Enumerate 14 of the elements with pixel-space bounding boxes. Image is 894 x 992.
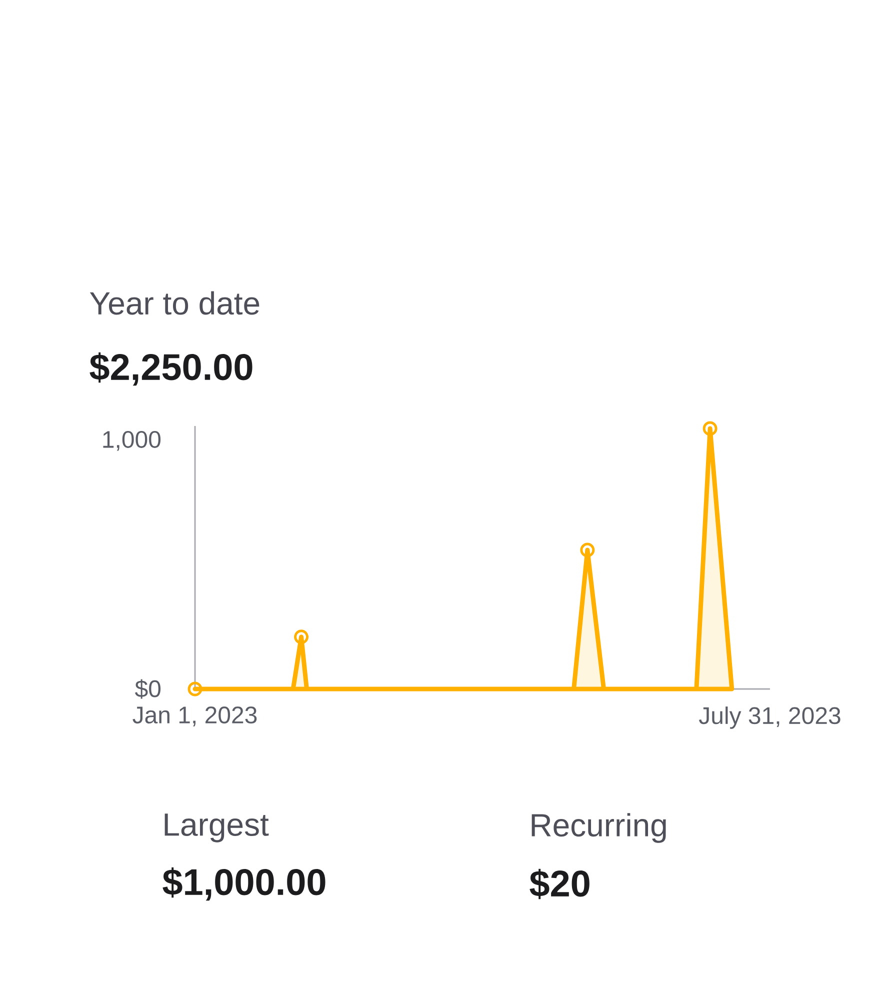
x-tick-label: Jan 1, 2023 [132, 706, 257, 726]
chart-title: Year to date [90, 291, 260, 315]
point [294, 630, 309, 644]
point [702, 421, 718, 436]
point [580, 542, 595, 558]
text: Recurring [532, 813, 666, 843]
y-tick-label: 1,000 [103, 430, 161, 451]
text: Largest [164, 814, 269, 842]
text: $20 [530, 868, 590, 900]
text: $1,000.00 [162, 867, 326, 901]
point [188, 682, 202, 696]
x-tick-label: July 31, 2023 [698, 706, 840, 729]
chart-subtitle: $2,250.00 [90, 352, 252, 386]
y-tick-label: $0 [135, 679, 161, 699]
